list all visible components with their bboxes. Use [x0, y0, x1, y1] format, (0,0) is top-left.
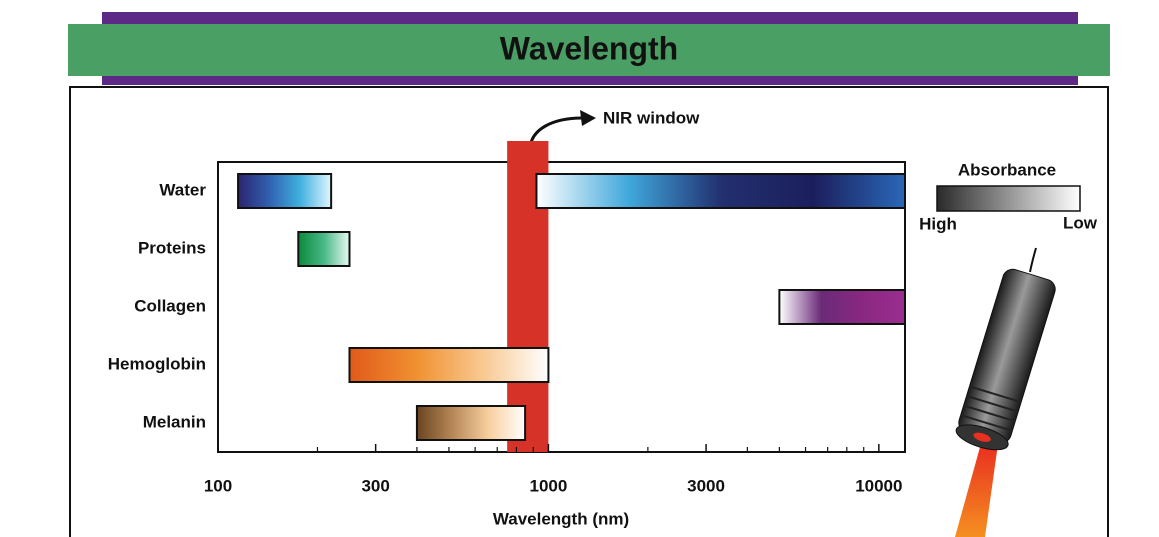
category-label: Melanin	[143, 412, 206, 431]
x-tick-label: 3000	[687, 476, 725, 495]
x-tick-label: 1000	[530, 476, 568, 495]
category-label: Water	[159, 180, 206, 199]
laser-beam	[955, 440, 998, 537]
figure: Wavelength NIR window Absorbance High Lo…	[0, 0, 1159, 537]
nir-label: NIR window	[603, 108, 700, 127]
range-bar	[417, 406, 525, 440]
range-bar	[349, 348, 548, 382]
nir-arrowhead	[580, 110, 596, 126]
range-bar	[779, 290, 905, 324]
x-tick-label: 300	[361, 476, 389, 495]
laser-illustration	[953, 248, 1057, 537]
range-bar	[238, 174, 331, 208]
legend-low: Low	[1063, 213, 1098, 232]
legend-gradient	[937, 186, 1080, 211]
laser-wire	[1030, 248, 1036, 272]
legend-high: High	[919, 214, 957, 233]
header-title: Wavelength	[500, 30, 678, 66]
category-label: Collagen	[134, 296, 206, 315]
category-label: Proteins	[138, 238, 206, 257]
range-bar	[536, 174, 905, 208]
x-tick-label: 10000	[855, 476, 902, 495]
x-tick-label: 100	[204, 476, 232, 495]
frame	[70, 87, 1108, 537]
legend-title: Absorbance	[958, 160, 1056, 179]
category-label: Hemoglobin	[108, 354, 206, 373]
x-axis-label: Wavelength (nm)	[493, 509, 629, 528]
range-bar	[298, 232, 349, 266]
